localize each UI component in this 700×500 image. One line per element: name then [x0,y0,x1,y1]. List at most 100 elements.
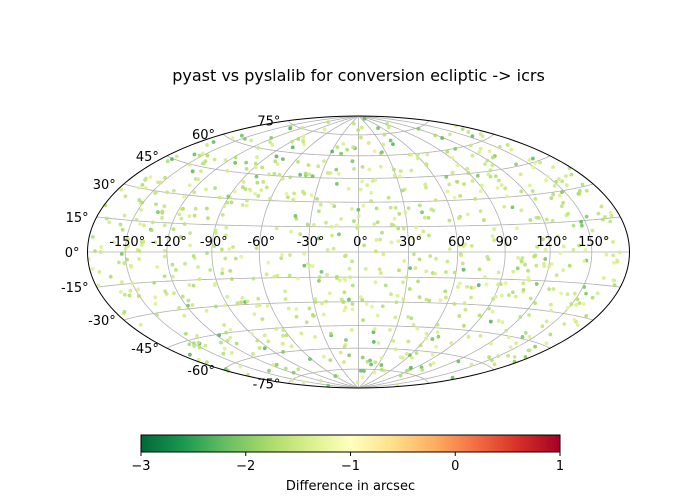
data-point [424,297,429,302]
data-point [534,282,539,286]
data-point [325,272,329,277]
data-point [414,351,419,355]
data-point [271,363,276,367]
data-point [417,234,422,239]
data-point [470,179,475,183]
data-point [527,183,532,188]
data-point [255,180,260,185]
data-point [550,218,555,223]
data-point [478,209,483,214]
data-point [298,172,303,177]
data-point [155,313,159,317]
data-point [136,186,141,190]
data-point [281,349,286,354]
data-point [511,269,516,274]
data-point [356,214,361,219]
data-point [160,210,165,215]
data-point [566,211,570,216]
data-point [438,298,443,303]
data-point [313,297,318,302]
data-point [139,207,143,212]
data-point [541,261,546,266]
data-point [368,358,372,363]
data-point [192,344,197,349]
data-point [430,337,435,341]
data-point [590,228,595,233]
data-point [459,253,464,258]
data-point [192,152,197,157]
data-point [417,203,422,208]
data-point [435,322,440,327]
data-point [201,161,206,166]
data-point [119,187,124,192]
data-point [307,172,312,177]
data-point [584,314,589,318]
data-point [483,275,487,279]
data-point [490,358,494,363]
data-point [190,303,195,307]
data-point [469,295,473,300]
data-point [369,199,373,203]
data-point [611,253,616,258]
data-point [520,335,525,339]
lon-tick-label: 60° [448,235,471,250]
data-point [551,165,555,169]
data-point [225,338,230,343]
data-point [516,255,520,260]
data-point [137,249,142,254]
data-point [478,189,483,194]
data-point [497,178,501,183]
data-point [280,253,284,257]
data-point [472,285,476,290]
data-point [543,257,548,261]
data-point [447,247,452,252]
data-point [325,171,330,175]
data-point [518,315,523,319]
data-point [560,179,565,184]
data-point [487,355,491,360]
data-point [370,304,374,309]
data-point [389,292,393,297]
data-point [576,192,581,196]
data-point [404,351,409,356]
data-point [306,163,311,168]
data-point [445,259,450,264]
data-point [372,149,377,154]
data-point [379,367,384,372]
data-point [90,234,95,239]
data-point [444,295,448,300]
data-point [457,281,462,286]
lon-tick-label: -120° [151,235,187,250]
data-point [302,263,307,268]
lat-tick-label: 0° [65,246,80,261]
data-point [548,302,553,307]
data-point [289,344,294,349]
data-point [612,283,617,288]
data-point [155,265,160,269]
data-point [205,360,209,365]
data-point [380,304,385,309]
data-point [302,142,307,147]
data-point [380,150,384,154]
data-point [339,217,344,221]
data-point [397,268,401,273]
data-point [118,289,123,294]
data-point [492,227,497,232]
data-point [418,343,423,348]
data-point [615,259,620,264]
data-point [604,252,609,257]
data-point [217,195,222,200]
data-point [324,299,328,304]
data-point [373,280,378,285]
data-point [120,227,125,232]
data-point [281,333,285,338]
data-point [536,216,541,220]
data-point [406,339,411,344]
data-point [460,127,465,132]
data-point [579,223,584,228]
data-point [422,215,427,220]
data-point [413,266,418,270]
data-point [443,289,448,294]
data-point [283,289,287,294]
data-point [243,187,248,192]
